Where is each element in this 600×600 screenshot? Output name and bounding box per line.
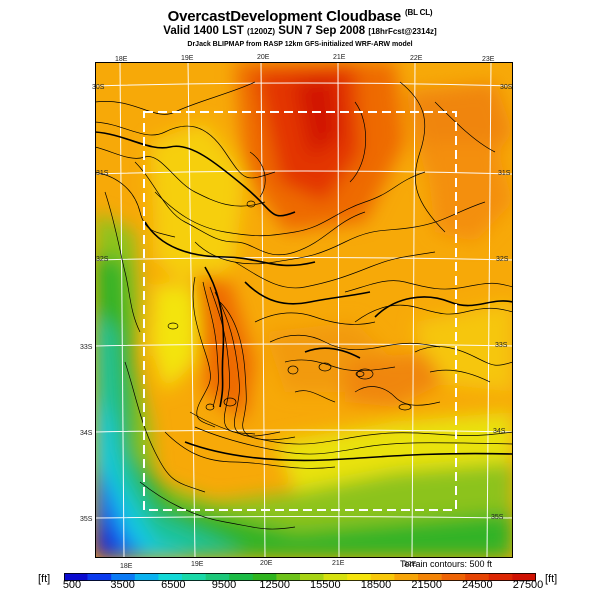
valid-date: SUN 7 Sep 2008 (278, 25, 366, 37)
colorbar-unit-right: [ft] (545, 573, 558, 585)
lat-label-right: 33S (495, 342, 508, 349)
colorbar-tick-label: 24500 (462, 579, 493, 591)
colorbar-cell (488, 573, 513, 581)
lat-label-right: 30S (500, 84, 513, 91)
lon-label-top: 23E (482, 56, 495, 63)
lon-label-top: 20E (257, 54, 270, 61)
lon-label-top: 19E (181, 55, 194, 62)
valid-time-line: Valid 1400 LST (1200Z) SUN 7 Sep 2008 [1… (0, 25, 600, 37)
lon-label-bottom: 20E (260, 560, 273, 567)
credit-line: DrJack BLIPMAP from RASP 12km GFS-initia… (187, 41, 413, 48)
colorbar-cell (64, 573, 88, 581)
colorbar-tick-label: 3500 (110, 579, 135, 591)
lat-label-right: 31S (498, 170, 511, 177)
title-tag: (BL CL) (405, 8, 433, 17)
colorbar-cell (347, 573, 372, 581)
colorbar-cell (323, 573, 348, 581)
colorbar-cell (465, 573, 490, 581)
lat-label-right: 34S (493, 428, 506, 435)
terrain-contour-note: Terrain contours: 500 ft (400, 559, 493, 569)
lon-label-top: 21E (333, 54, 346, 61)
colorbar-cell (394, 573, 419, 581)
colorbar-tick-label: 21500 (411, 579, 442, 591)
colorbar-cell (182, 573, 206, 581)
lat-label-left: 30S (92, 84, 105, 91)
forecast-tag: [18hrFcst@2314z] (368, 27, 437, 36)
colorbar-cell (205, 573, 230, 581)
valid-utc: (1200Z) (247, 27, 276, 36)
colorbar-tick-label: 18500 (360, 579, 392, 591)
colorbar-cell (229, 573, 254, 581)
lon-label-bottom: 19E (191, 561, 204, 568)
colorbar-cell (134, 573, 159, 581)
chart-title: OvercastDevelopment Cloudbase (BL CL) (0, 8, 600, 25)
lat-label-left: 34S (80, 430, 93, 437)
colorbar-tick-label: 6500 (161, 579, 186, 591)
lat-label-right: 35S (491, 514, 504, 521)
terrain-contours (95, 81, 513, 530)
cloudbase-map (95, 62, 513, 558)
colorbar-cell (111, 573, 136, 581)
colorbar-unit-left: [ft] (38, 573, 51, 585)
colorbar-cell (87, 573, 112, 581)
lat-label-left: 35S (80, 516, 93, 523)
color-field (95, 62, 513, 558)
inner-domain-box (143, 111, 457, 511)
terrain-contours-bold (95, 131, 513, 462)
lat-label-right: 32S (496, 256, 509, 263)
colorbar-cell (300, 573, 324, 581)
title-text: OvercastDevelopment Cloudbase (167, 8, 402, 25)
colorbar-cell (276, 573, 301, 581)
colorbar-cell (418, 573, 442, 581)
colorbar-tick-label: 15500 (310, 579, 341, 591)
colorbar-cell (252, 573, 277, 581)
colorbar-tick-label: 27500 (512, 579, 544, 591)
colorbar-cell (158, 573, 183, 581)
colorbar-tick-label: 9500 (211, 579, 237, 591)
lon-label-bottom: 22E (404, 561, 417, 568)
lon-label-bottom: 18E (120, 563, 133, 570)
lon-label-bottom: 21E (332, 560, 345, 567)
colorbar (64, 573, 536, 581)
colorbar-tick-label: 500 (62, 579, 82, 591)
colorbar-cell (370, 573, 395, 581)
valid-main: Valid 1400 LST (163, 25, 244, 37)
lon-label-top: 18E (115, 56, 128, 63)
lon-label-top: 22E (410, 55, 423, 62)
colorbar-cell (512, 573, 536, 581)
lat-label-left: 31S (96, 170, 109, 177)
colorbar-cell (441, 573, 466, 581)
colorbar-tick-label: 12500 (259, 579, 290, 591)
lat-label-left: 32S (96, 256, 109, 263)
lat-label-left: 33S (80, 344, 93, 351)
